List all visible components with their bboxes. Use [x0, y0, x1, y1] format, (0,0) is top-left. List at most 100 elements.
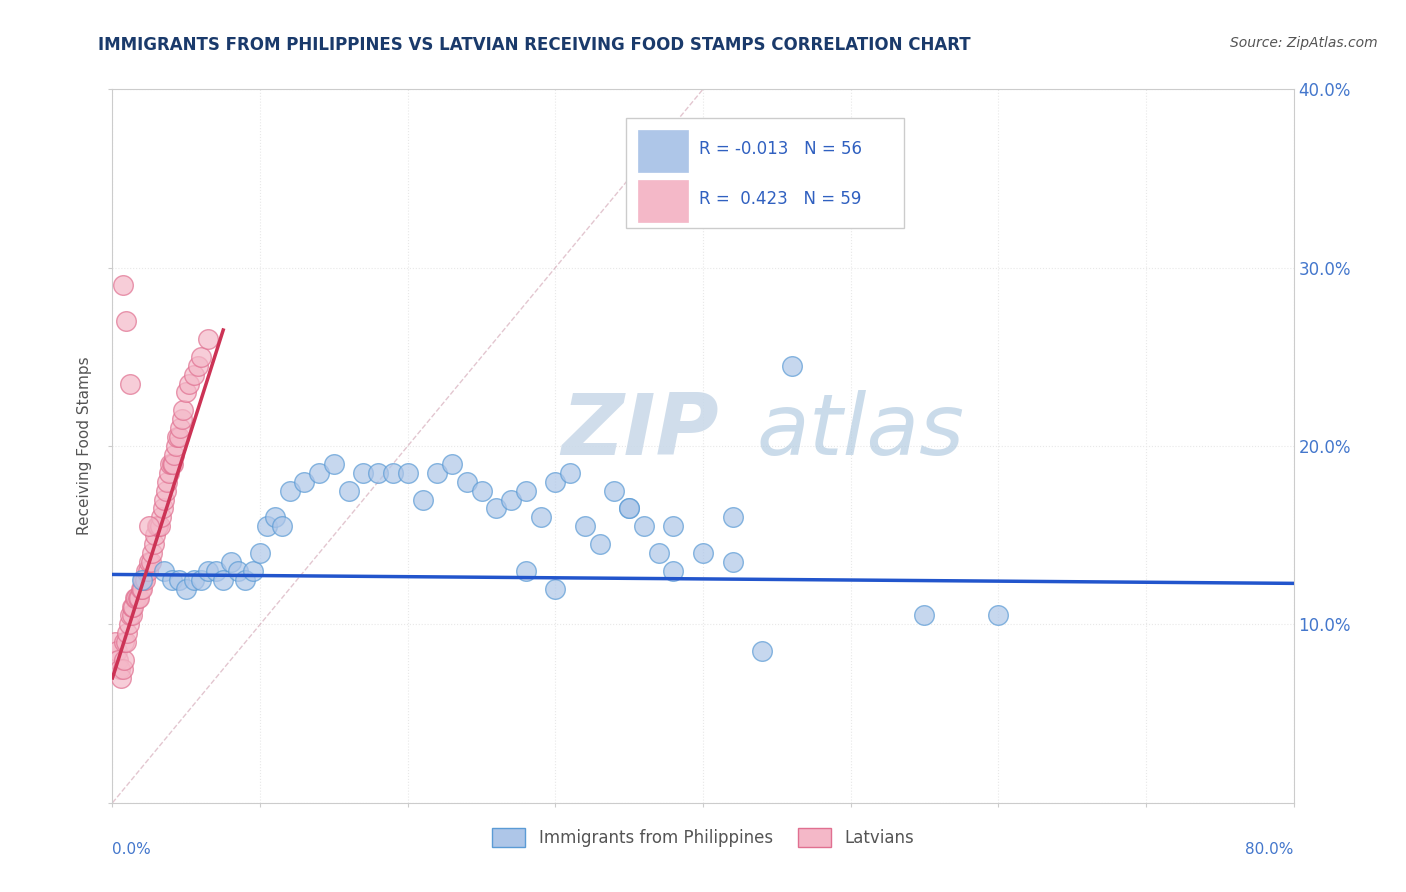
Point — [174, 385, 197, 400]
Point — [170, 412, 193, 426]
Point — [780, 359, 803, 373]
Point — [183, 573, 205, 587]
Point — [156, 475, 179, 489]
Point — [148, 519, 170, 533]
Point — [110, 671, 132, 685]
Point — [160, 573, 183, 587]
Text: Source: ZipAtlas.com: Source: ZipAtlas.com — [1230, 36, 1378, 50]
Point — [124, 591, 146, 605]
Point — [134, 573, 156, 587]
Point — [529, 510, 551, 524]
Point — [501, 492, 523, 507]
Point — [603, 483, 626, 498]
Point — [633, 519, 655, 533]
Point — [271, 519, 294, 533]
Point — [139, 555, 162, 569]
Point — [163, 448, 186, 462]
Point — [308, 466, 330, 480]
Point — [132, 573, 155, 587]
Point — [157, 466, 180, 480]
Legend: Immigrants from Philippines, Latvians: Immigrants from Philippines, Latvians — [484, 819, 922, 855]
Point — [162, 457, 184, 471]
Point — [352, 466, 374, 480]
Point — [396, 466, 419, 480]
Point — [264, 510, 287, 524]
Point — [136, 564, 159, 578]
FancyBboxPatch shape — [638, 180, 688, 222]
Point — [574, 519, 596, 533]
Point — [456, 475, 478, 489]
Point — [138, 555, 160, 569]
Point — [160, 457, 183, 471]
Point — [107, 653, 129, 667]
Point — [183, 368, 205, 382]
FancyBboxPatch shape — [638, 130, 688, 172]
Point — [167, 430, 190, 444]
Point — [114, 635, 136, 649]
Point — [558, 466, 582, 480]
Point — [165, 439, 187, 453]
Point — [278, 483, 301, 498]
Point — [131, 582, 153, 596]
Text: R =  0.423   N = 59: R = 0.423 N = 59 — [699, 190, 862, 208]
Point — [125, 591, 148, 605]
FancyBboxPatch shape — [626, 118, 904, 228]
Point — [515, 564, 537, 578]
Point — [337, 483, 360, 498]
Point — [441, 457, 464, 471]
Point — [721, 510, 744, 524]
Point — [987, 608, 1010, 623]
Text: ZIP: ZIP — [561, 390, 718, 474]
Point — [249, 546, 271, 560]
Point — [150, 510, 173, 524]
Point — [146, 519, 169, 533]
Point — [197, 332, 219, 346]
Y-axis label: Receiving Food Stamps: Receiving Food Stamps — [77, 357, 93, 535]
Point — [292, 475, 315, 489]
Text: 0.0%: 0.0% — [112, 842, 152, 857]
Point — [914, 608, 936, 623]
Point — [142, 537, 165, 551]
Point — [619, 501, 641, 516]
Point — [426, 466, 449, 480]
Point — [121, 599, 143, 614]
Point — [323, 457, 346, 471]
Point — [226, 564, 249, 578]
Point — [169, 421, 191, 435]
Point — [135, 564, 157, 578]
Point — [179, 376, 201, 391]
Point — [166, 430, 188, 444]
Point — [143, 528, 166, 542]
Point — [153, 492, 176, 507]
Point — [647, 546, 671, 560]
Point — [751, 644, 773, 658]
Point — [544, 582, 567, 596]
Text: atlas: atlas — [756, 390, 965, 474]
Point — [205, 564, 228, 578]
Point — [117, 626, 138, 640]
Point — [121, 608, 143, 623]
Text: R = -0.013   N = 56: R = -0.013 N = 56 — [699, 141, 862, 159]
Point — [138, 519, 160, 533]
Point — [118, 617, 141, 632]
Point — [174, 582, 197, 596]
Point — [114, 314, 136, 328]
Point — [120, 376, 142, 391]
Point — [111, 662, 134, 676]
Point — [382, 466, 405, 480]
Point — [588, 537, 610, 551]
Point — [122, 599, 145, 614]
Point — [212, 573, 235, 587]
Point — [128, 591, 150, 605]
Point — [152, 501, 174, 516]
Point — [544, 475, 567, 489]
Point — [127, 591, 149, 605]
Point — [662, 519, 685, 533]
Point — [159, 457, 181, 471]
Point — [112, 635, 135, 649]
Point — [721, 555, 744, 569]
Point — [111, 278, 134, 293]
Point — [256, 519, 278, 533]
Point — [233, 573, 256, 587]
Point — [187, 359, 209, 373]
